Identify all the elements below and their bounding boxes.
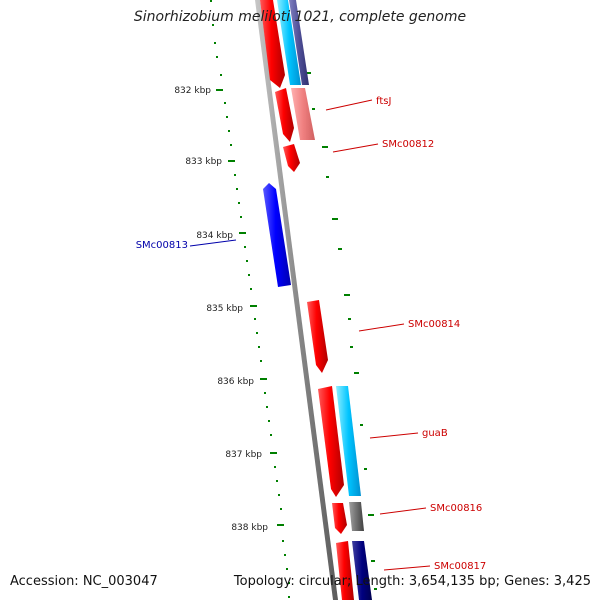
cds-forward-upper[interactable] (260, 0, 285, 88)
tick-label: 834 kbp (196, 231, 233, 241)
gene-label-smc00816[interactable]: SMc00816 (430, 503, 482, 514)
tick-label: 835 kbp (206, 304, 243, 314)
gene-labels: ftsJ SMc00812 SMc00813 SMc00814 guaB SMc… (136, 96, 487, 572)
tick-ring-dotted (210, 0, 290, 598)
tick-label: 833 kbp (185, 157, 222, 167)
gene-label-smc00813[interactable]: SMc00813 (136, 240, 188, 251)
gene-label-ftsj[interactable]: ftsJ (376, 96, 391, 107)
genome-backbone (255, 0, 338, 600)
gene-label-smc00812[interactable]: SMc00812 (382, 139, 434, 150)
gc-ring-dotted (296, 42, 377, 590)
feature-cyan-upper[interactable] (277, 0, 301, 85)
accession-text: Accession: NC_003047 (10, 574, 158, 589)
feature-grey-smc00816[interactable] (349, 502, 364, 531)
map-title: Sinorhizobium meliloti 1021, complete ge… (133, 9, 467, 25)
cds-forward-smc00817[interactable] (336, 541, 354, 600)
gene-label-smc00817[interactable]: SMc00817 (434, 561, 486, 572)
tick-label: 838 kbp (231, 523, 268, 533)
cds-forward-smc00814[interactable] (307, 300, 328, 373)
feature-slate-upper[interactable] (289, 0, 309, 85)
tick-label: 836 kbp (217, 377, 254, 387)
feature-pink-ftsj[interactable] (291, 88, 315, 140)
major-tick-marks (216, 89, 284, 526)
genome-summary-text: Topology: circular; Length: 3,654,135 bp… (233, 574, 591, 589)
gene-label-guab[interactable]: guaB (422, 428, 448, 439)
cds-forward-smc00816[interactable] (332, 503, 347, 534)
cds-reverse-smc00813[interactable] (263, 183, 291, 287)
feature-navy-smc00817[interactable] (352, 541, 372, 600)
cds-forward-guab[interactable] (318, 386, 344, 497)
cds-forward-ftsj[interactable] (275, 88, 294, 142)
tick-labels: 832 kbp 833 kbp 834 kbp 835 kbp 836 kbp … (174, 86, 268, 533)
tick-label: 832 kbp (174, 86, 211, 96)
label-leader-lines (189, 99, 431, 571)
tick-label: 837 kbp (225, 450, 262, 460)
feature-cyan-guab[interactable] (336, 386, 361, 496)
gene-label-smc00814[interactable]: SMc00814 (408, 319, 460, 330)
cds-forward-smc00812[interactable] (283, 144, 300, 172)
